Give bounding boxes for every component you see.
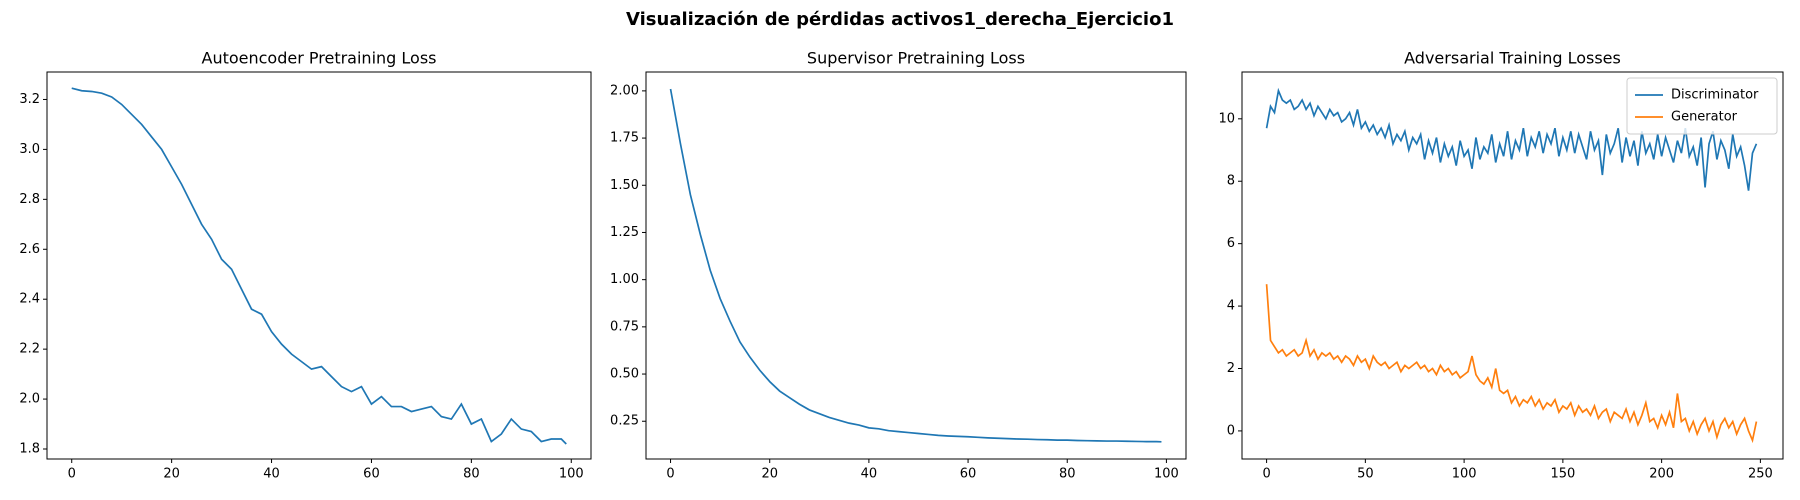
x-tick-label: 0 xyxy=(68,467,76,482)
y-tick-label: 4 xyxy=(1227,299,1235,314)
y-tick-label: 2.4 xyxy=(19,292,40,307)
y-tick-label: 0.25 xyxy=(610,414,639,429)
axes-frame xyxy=(1241,71,1784,460)
x-tick-label: 0 xyxy=(1262,467,1270,482)
y-tick-label: 2.0 xyxy=(19,392,40,407)
legend-label: Discriminator xyxy=(1671,88,1759,103)
legend-label: Generator xyxy=(1671,110,1738,125)
x-tick-label: 100 xyxy=(559,467,584,482)
y-tick-label: 3.0 xyxy=(19,142,40,157)
line-series xyxy=(1265,284,1758,444)
x-tick-label: 80 xyxy=(1059,467,1076,482)
y-tick-label: 2.2 xyxy=(19,342,40,357)
x-tick-label: 0 xyxy=(666,467,674,482)
line-series xyxy=(669,88,1162,443)
x-tick-label: 100 xyxy=(1452,467,1477,482)
legend-box xyxy=(1626,77,1778,135)
y-tick-label: 1.50 xyxy=(610,178,639,193)
y-tick-label: 1.00 xyxy=(610,272,639,287)
line-series xyxy=(1265,87,1758,191)
axes-frame xyxy=(645,71,1187,460)
subplot-title: Supervisor Pretraining Loss xyxy=(807,49,1025,68)
y-tick-label: 1.8 xyxy=(19,442,40,457)
y-tick-label: 0.75 xyxy=(610,319,639,334)
x-tick-label: 20 xyxy=(761,467,778,482)
axes-frame xyxy=(46,71,592,460)
y-tick-label: 10 xyxy=(1218,111,1235,126)
y-tick-label: 2 xyxy=(1227,361,1235,376)
subplot-title: Adversarial Training Losses xyxy=(1404,49,1621,68)
x-tick-label: 80 xyxy=(463,467,480,482)
y-tick-label: 2.00 xyxy=(610,83,639,98)
x-tick-label: 40 xyxy=(861,467,878,482)
y-tick-label: 0 xyxy=(1227,423,1235,438)
x-tick-label: 200 xyxy=(1649,467,1674,482)
y-tick-label: 0.50 xyxy=(610,367,639,382)
y-tick-label: 1.75 xyxy=(610,131,639,146)
y-tick-label: 2.6 xyxy=(19,242,40,257)
figure-title: Visualización de pérdidas activos1_derec… xyxy=(626,9,1174,30)
y-tick-label: 6 xyxy=(1227,236,1235,251)
x-tick-label: 50 xyxy=(1357,467,1374,482)
x-tick-label: 60 xyxy=(363,467,380,482)
y-tick-label: 3.2 xyxy=(19,92,40,107)
subplot-title: Autoencoder Pretraining Loss xyxy=(202,49,437,68)
line-series xyxy=(71,87,567,445)
y-tick-label: 1.25 xyxy=(610,225,639,240)
x-tick-label: 60 xyxy=(960,467,977,482)
x-tick-label: 100 xyxy=(1154,467,1179,482)
x-tick-label: 250 xyxy=(1748,467,1773,482)
x-tick-label: 40 xyxy=(263,467,280,482)
x-tick-label: 150 xyxy=(1550,467,1575,482)
x-tick-label: 20 xyxy=(163,467,180,482)
y-tick-label: 2.8 xyxy=(19,192,40,207)
y-tick-label: 8 xyxy=(1227,174,1235,189)
